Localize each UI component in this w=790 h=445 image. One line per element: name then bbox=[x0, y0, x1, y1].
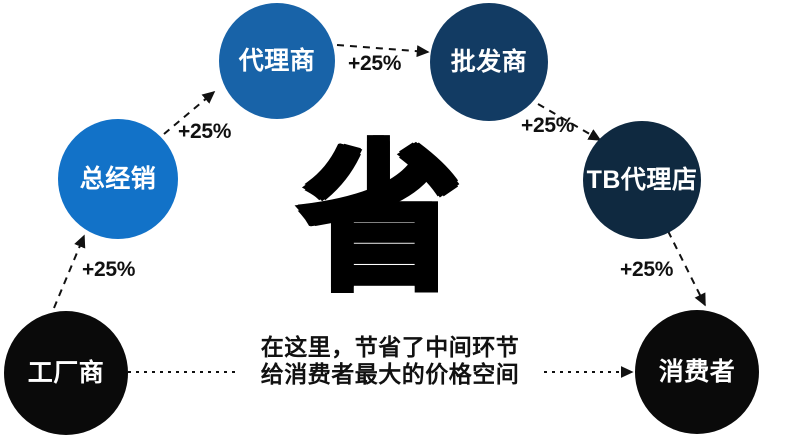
node-agent[interactable]: 代理商 bbox=[219, 3, 335, 119]
node-factory[interactable]: 工厂商 bbox=[4, 311, 128, 435]
node-tb-shop[interactable]: TB代理店 bbox=[583, 121, 701, 239]
edge-label-wholesaler-to-tb: +25% bbox=[521, 114, 575, 137]
caption-line-2: 给消费者最大的价格空间 bbox=[240, 361, 540, 389]
edge-label-factory-to-distributor: +25% bbox=[82, 258, 136, 281]
caption-line-1: 在这里，节省了中间环节 bbox=[240, 334, 540, 362]
node-consumer-label: 消费者 bbox=[658, 357, 736, 386]
node-consumer[interactable]: 消费者 bbox=[635, 310, 759, 434]
edge-tb-to-consumer bbox=[667, 230, 706, 307]
edge-label-agent-to-wholesaler: +25% bbox=[348, 52, 402, 75]
center-character: 省 bbox=[297, 126, 463, 313]
node-tb-shop-label: TB代理店 bbox=[586, 165, 698, 194]
edge-agent-to-wholesaler bbox=[336, 44, 430, 58]
node-factory-label: 工厂商 bbox=[27, 358, 105, 387]
bottom-caption: 在这里，节省了中间环节 给消费者最大的价格空间 bbox=[240, 334, 540, 389]
node-agent-label: 代理商 bbox=[238, 46, 316, 75]
node-distributor[interactable]: 总经销 bbox=[58, 119, 178, 239]
edge-distributor-to-agent bbox=[163, 90, 216, 135]
edge-label-distributor-to-agent: +25% bbox=[178, 120, 232, 143]
node-wholesaler-label: 批发商 bbox=[450, 47, 528, 76]
edge-factory-to-distributor bbox=[53, 234, 86, 309]
edge-label-tb-to-consumer: +25% bbox=[620, 258, 674, 281]
node-distributor-label: 总经销 bbox=[79, 164, 157, 193]
node-wholesaler[interactable]: 批发商 bbox=[430, 3, 548, 121]
